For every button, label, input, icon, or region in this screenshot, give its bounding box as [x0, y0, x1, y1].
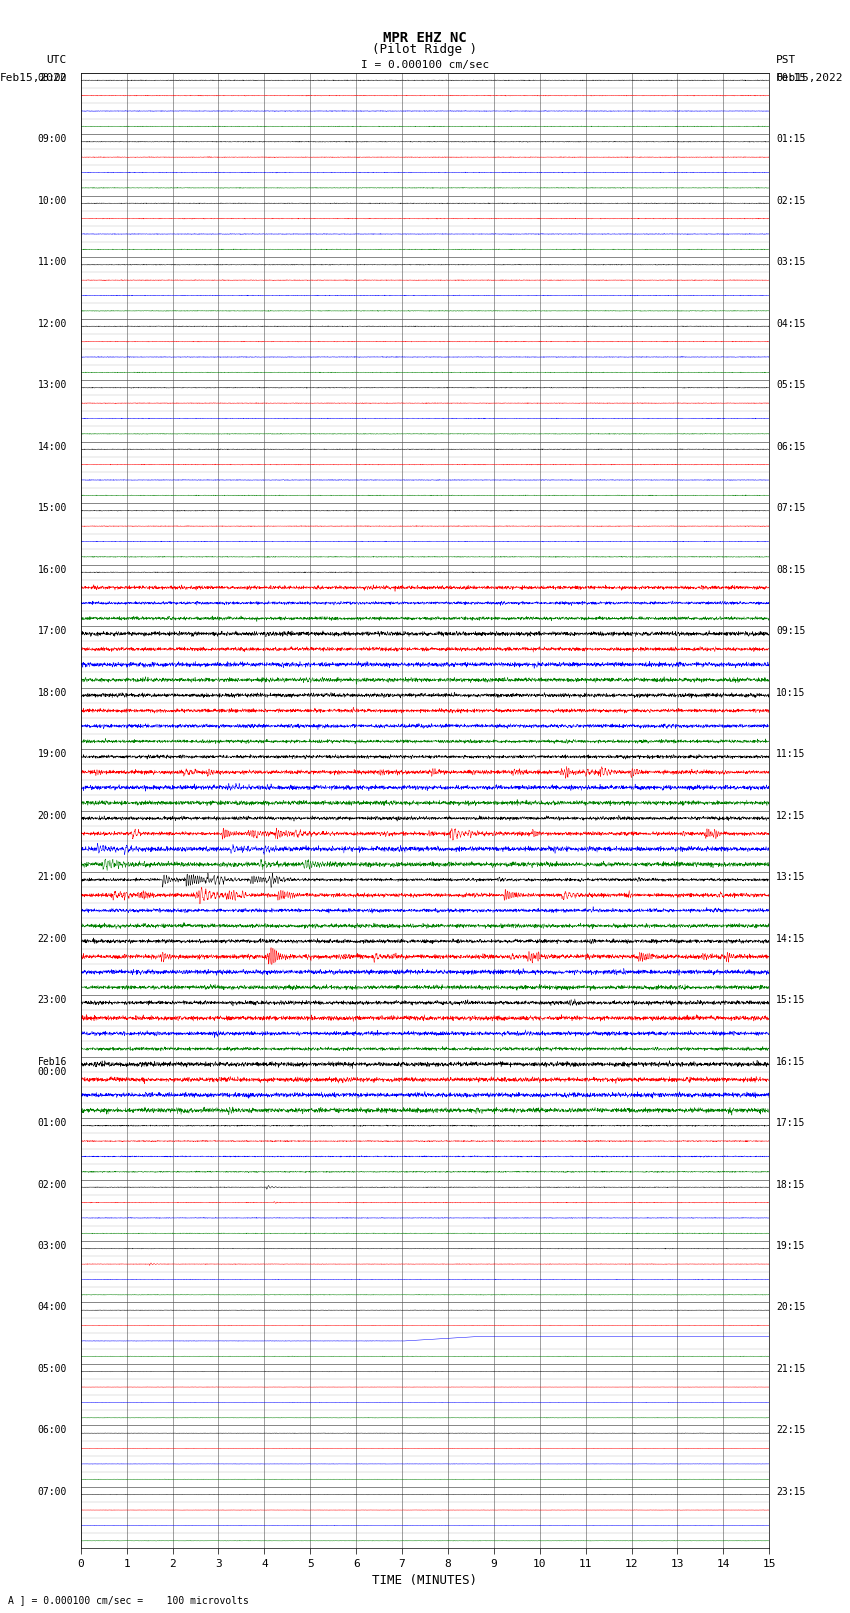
- Text: 03:00: 03:00: [37, 1240, 67, 1252]
- Text: 21:15: 21:15: [776, 1365, 806, 1374]
- Text: 13:00: 13:00: [37, 381, 67, 390]
- Text: 16:00: 16:00: [37, 565, 67, 574]
- Text: Feb15,2022: Feb15,2022: [0, 73, 67, 82]
- Text: 08:00: 08:00: [37, 73, 67, 82]
- Text: 09:00: 09:00: [37, 134, 67, 144]
- Text: 15:00: 15:00: [37, 503, 67, 513]
- Text: UTC: UTC: [47, 55, 67, 65]
- Text: 19:00: 19:00: [37, 748, 67, 760]
- Text: 14:00: 14:00: [37, 442, 67, 452]
- Text: 12:15: 12:15: [776, 811, 806, 821]
- Text: 04:00: 04:00: [37, 1303, 67, 1313]
- Text: 07:15: 07:15: [776, 503, 806, 513]
- Text: 17:15: 17:15: [776, 1118, 806, 1127]
- Text: 23:00: 23:00: [37, 995, 67, 1005]
- Text: Feb15,2022: Feb15,2022: [776, 73, 844, 82]
- Text: 06:15: 06:15: [776, 442, 806, 452]
- Text: A ] = 0.000100 cm/sec =    100 microvolts: A ] = 0.000100 cm/sec = 100 microvolts: [8, 1595, 249, 1605]
- Text: 11:00: 11:00: [37, 256, 67, 268]
- Text: 13:15: 13:15: [776, 873, 806, 882]
- Text: 05:15: 05:15: [776, 381, 806, 390]
- Text: 20:15: 20:15: [776, 1303, 806, 1313]
- Text: 08:15: 08:15: [776, 565, 806, 574]
- X-axis label: TIME (MINUTES): TIME (MINUTES): [372, 1574, 478, 1587]
- Text: 03:15: 03:15: [776, 256, 806, 268]
- Text: 11:15: 11:15: [776, 748, 806, 760]
- Text: 09:15: 09:15: [776, 626, 806, 636]
- Text: 04:15: 04:15: [776, 319, 806, 329]
- Text: I = 0.000100 cm/sec: I = 0.000100 cm/sec: [361, 60, 489, 69]
- Text: 20:00: 20:00: [37, 811, 67, 821]
- Text: 14:15: 14:15: [776, 934, 806, 944]
- Text: 02:00: 02:00: [37, 1179, 67, 1189]
- Text: 22:00: 22:00: [37, 934, 67, 944]
- Text: 00:15: 00:15: [776, 73, 806, 82]
- Text: 18:00: 18:00: [37, 687, 67, 697]
- Text: 00:00: 00:00: [37, 1066, 67, 1076]
- Text: MPR EHZ NC: MPR EHZ NC: [383, 31, 467, 45]
- Text: Feb16: Feb16: [37, 1057, 67, 1066]
- Text: 05:00: 05:00: [37, 1365, 67, 1374]
- Text: 19:15: 19:15: [776, 1240, 806, 1252]
- Text: 10:15: 10:15: [776, 687, 806, 697]
- Text: 16:15: 16:15: [776, 1057, 806, 1066]
- Text: 15:15: 15:15: [776, 995, 806, 1005]
- Text: 17:00: 17:00: [37, 626, 67, 636]
- Text: 01:15: 01:15: [776, 134, 806, 144]
- Text: (Pilot Ridge ): (Pilot Ridge ): [372, 42, 478, 56]
- Text: 23:15: 23:15: [776, 1487, 806, 1497]
- Text: 07:00: 07:00: [37, 1487, 67, 1497]
- Text: 18:15: 18:15: [776, 1179, 806, 1189]
- Text: 12:00: 12:00: [37, 319, 67, 329]
- Text: 01:00: 01:00: [37, 1118, 67, 1127]
- Text: 10:00: 10:00: [37, 195, 67, 205]
- Text: 06:00: 06:00: [37, 1426, 67, 1436]
- Text: 02:15: 02:15: [776, 195, 806, 205]
- Text: 21:00: 21:00: [37, 873, 67, 882]
- Text: 22:15: 22:15: [776, 1426, 806, 1436]
- Text: PST: PST: [776, 55, 796, 65]
